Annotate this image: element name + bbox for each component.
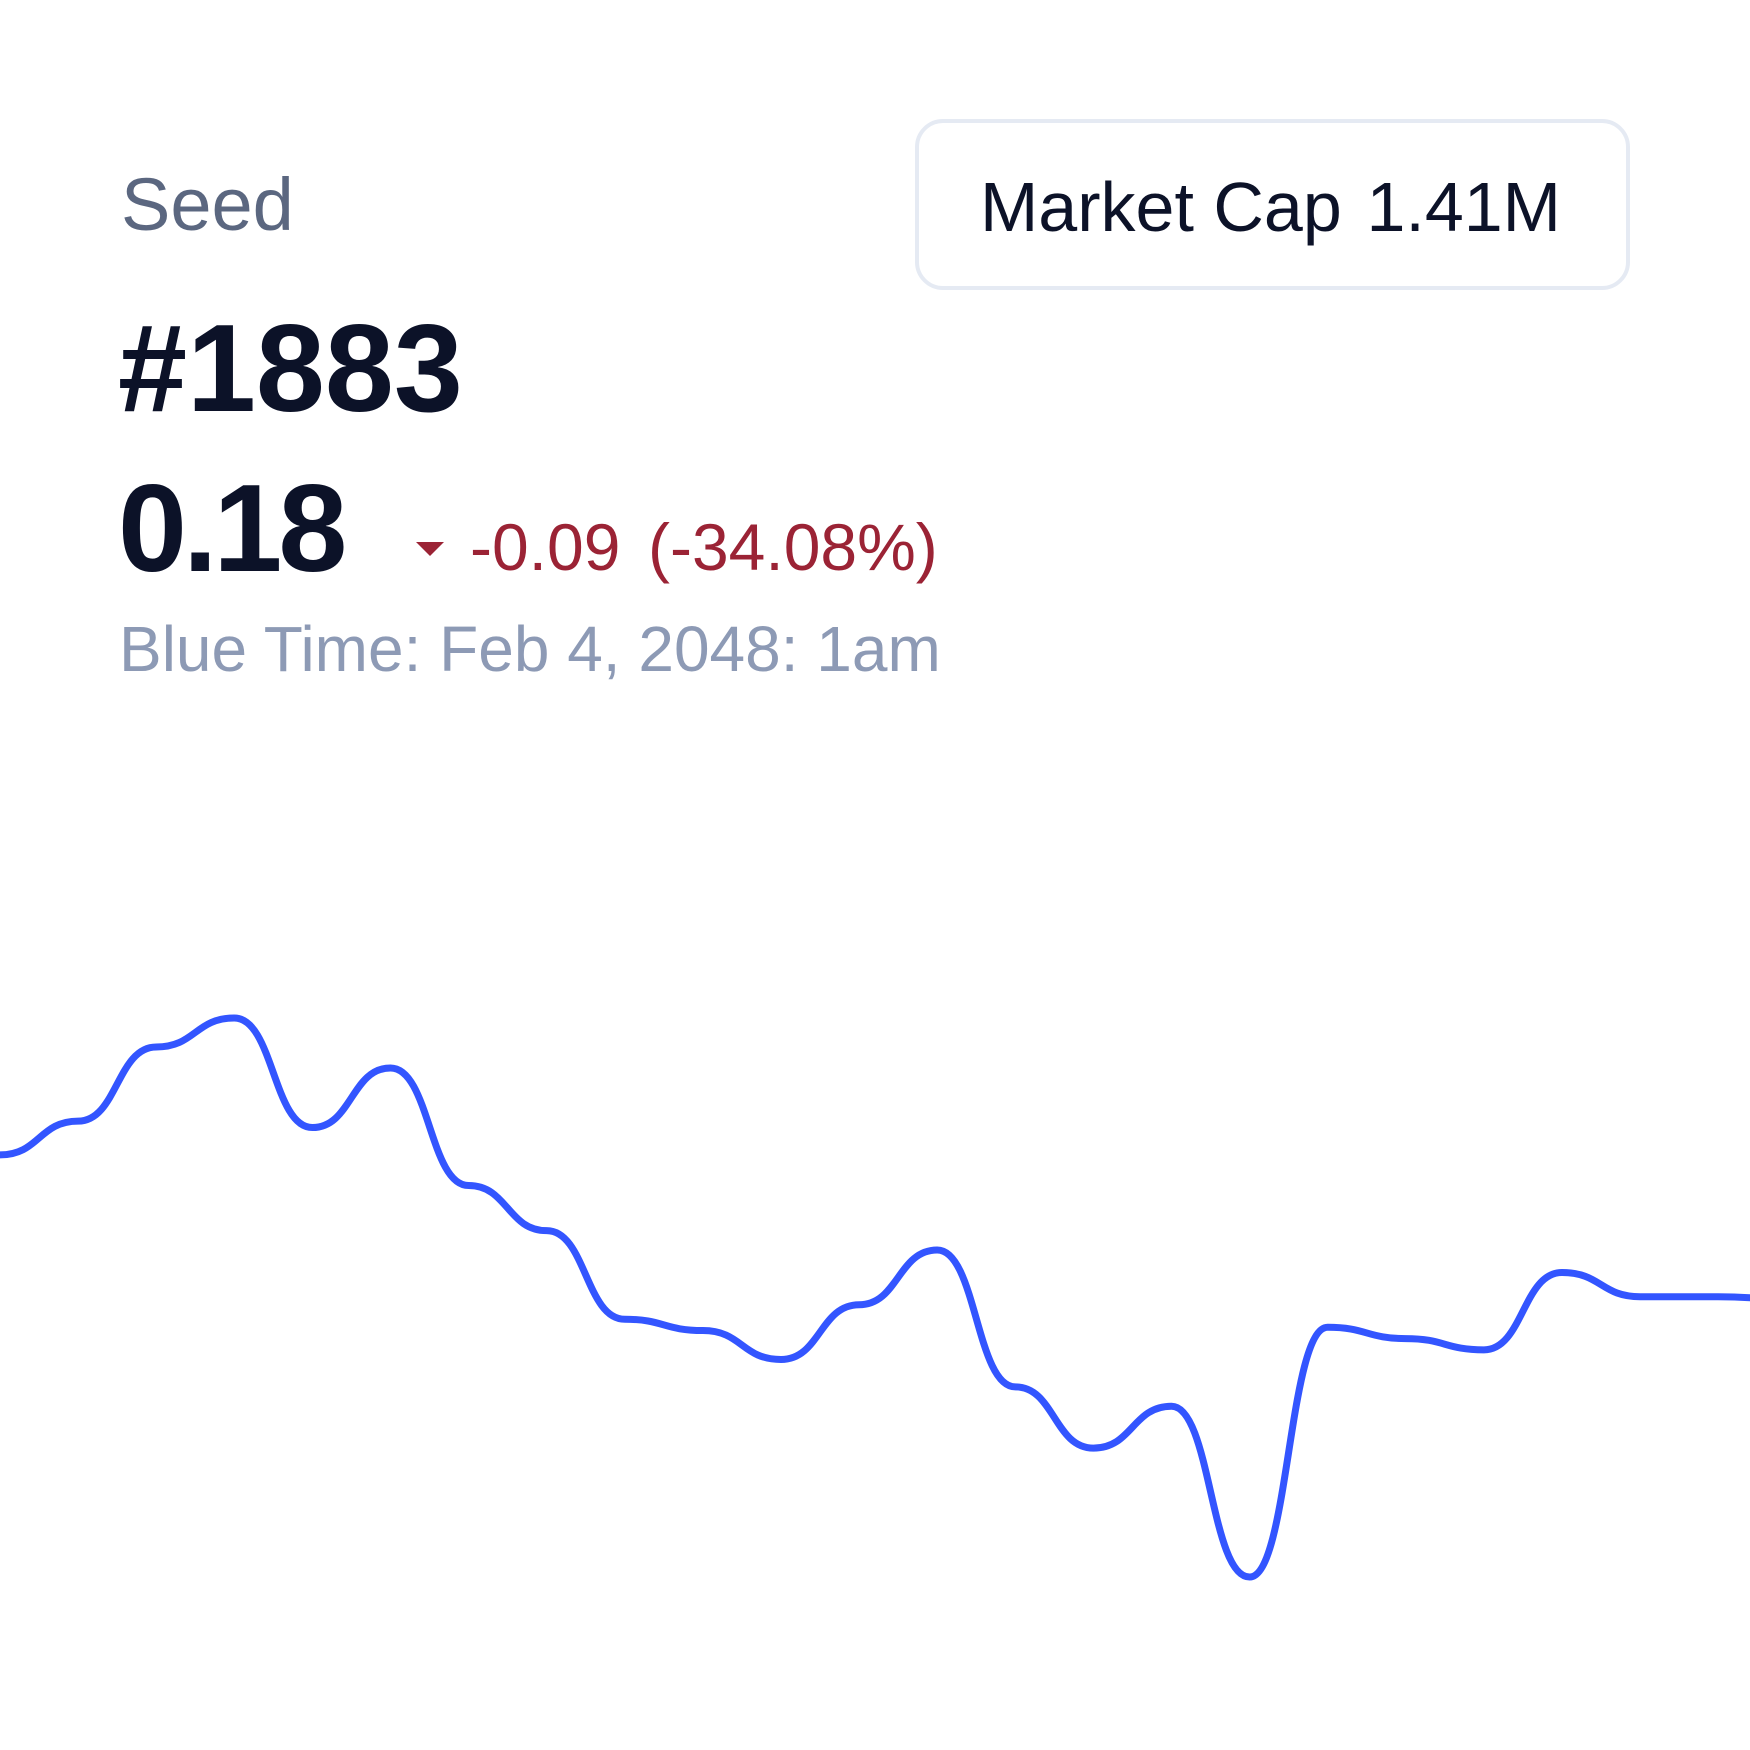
market-cap-box[interactable]: Market Cap 1.41M	[915, 119, 1630, 290]
market-cap-border	[915, 119, 1630, 290]
price-line	[0, 1014, 1750, 1581]
change: -0.09	[470, 510, 620, 584]
down-arrow	[416, 542, 444, 556]
price: 0.18	[118, 460, 344, 598]
timestamp: Blue Time: Feb 4, 2048: 1am	[119, 613, 941, 685]
market-cap-value: 1.41M	[1366, 168, 1561, 246]
rank: #1883	[118, 300, 463, 438]
market-cap-label: Market Cap	[980, 168, 1342, 246]
asset-name: Seed	[121, 163, 294, 246]
change-percent: (-34.08%)	[648, 510, 938, 584]
